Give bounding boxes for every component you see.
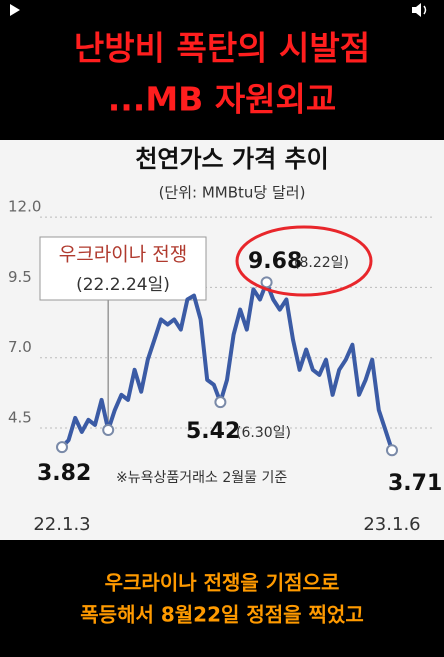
annotation-date: (6.30일) xyxy=(236,425,291,441)
chart-note: ※뉴욕상품거래소 2월물 기준 xyxy=(116,470,287,486)
highlight-point xyxy=(386,444,398,457)
video-title: 난방비 폭탄의 시발점 xyxy=(74,29,370,68)
annotation-value: 9.68 xyxy=(248,249,302,274)
annotation-date: (8.22일) xyxy=(294,255,349,271)
highlight-point xyxy=(102,423,115,436)
annotation-date: (22.2.24일) xyxy=(76,275,170,295)
y-tick-label: 4.5 xyxy=(8,409,32,427)
y-tick-label: 9.5 xyxy=(8,268,32,286)
annotation-text: 우크라이나 전쟁 xyxy=(59,244,187,266)
highlight-point xyxy=(260,276,273,289)
highlight-point xyxy=(214,396,227,409)
chart-background xyxy=(0,140,444,540)
caption: 폭등해서 8월22일 정점을 찍었고 xyxy=(80,603,363,627)
line-series xyxy=(60,280,394,451)
x-tick-label: 23.1.6 xyxy=(363,514,420,535)
chart-title: 천연가스 가격 추이 xyxy=(135,145,328,173)
annotation-value: 3.82 xyxy=(37,461,91,486)
y-tick-label: 12.0 xyxy=(8,198,41,216)
video-title: ...MB 자원외교 xyxy=(108,80,337,119)
annotation-value: 3.71 xyxy=(388,471,442,496)
play-button[interactable] xyxy=(10,4,20,16)
highlight-ellipse xyxy=(235,225,373,297)
caption: 우크라이나 전쟁을 기점으로 xyxy=(105,571,340,595)
y-tick-label: 7.0 xyxy=(8,338,32,356)
chart-subtitle: (단위: MMBtu당 달러) xyxy=(159,184,306,202)
annotation-value: 5.42 xyxy=(186,419,240,444)
annotation-box xyxy=(39,236,207,301)
highlight-point xyxy=(56,441,68,454)
x-tick-label: 22.1.3 xyxy=(33,514,90,535)
volume-button[interactable] xyxy=(412,3,427,17)
